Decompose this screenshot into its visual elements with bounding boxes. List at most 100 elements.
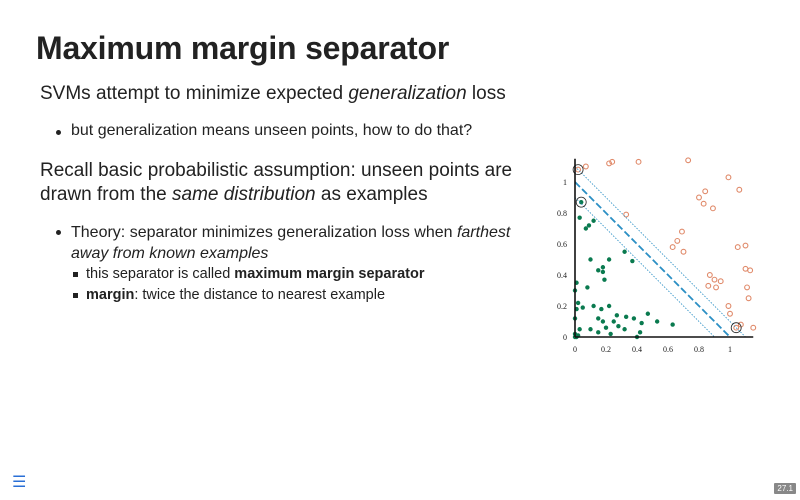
sub2-suffix: : twice the distance to nearest example: [134, 287, 386, 303]
positive-point: [706, 272, 713, 278]
support-vector-ring: [572, 164, 584, 176]
positive-point: [635, 158, 642, 165]
assumption-suffix: as examples: [315, 184, 428, 205]
sub-bullet-name-text: this separator is called maximum margin …: [86, 266, 424, 282]
theory-prefix: Theory: separator minimizes generalizati…: [71, 224, 457, 241]
negative-point: [585, 285, 590, 290]
negative-point: [606, 303, 612, 309]
negative-point: [596, 268, 601, 273]
positive-point: [700, 200, 707, 207]
negative-point: [580, 305, 585, 310]
bullet-square: [73, 293, 78, 298]
positive-point: [705, 282, 712, 289]
slide-title: Maximum margin separator: [36, 30, 450, 66]
intro-suffix: loss: [466, 83, 506, 104]
negative-point: [586, 223, 592, 228]
negative-point: [600, 265, 606, 270]
x-tick-label: 0.4: [632, 345, 642, 354]
positive-point: [713, 284, 720, 291]
negative-point: [596, 316, 601, 321]
y-tick-label: 0.8: [557, 209, 567, 218]
negative-point: [670, 322, 675, 327]
negative-point: [596, 330, 601, 335]
intro-prefix: SVMs attempt to minimize expected: [40, 83, 349, 104]
support-vector-ring: [575, 196, 587, 208]
bullet-theory: Theory: separator minimizes generalizati…: [56, 222, 546, 264]
positive-point: [582, 163, 589, 170]
positive-point: [734, 244, 741, 251]
positive-point: [744, 284, 751, 291]
support-vector-ring: [730, 322, 742, 334]
positive-point: [685, 157, 692, 164]
positive-point: [725, 174, 732, 181]
positive-point: [609, 158, 616, 165]
negative-point: [599, 306, 604, 312]
negative-point: [588, 327, 593, 332]
positive-point: [733, 324, 740, 331]
assumption-prefix: Recall basic probabilistic assumption: u…: [40, 160, 513, 205]
positive-point: [696, 194, 702, 201]
negative-point: [583, 226, 589, 231]
negative-point: [611, 319, 616, 324]
negative-point: [575, 300, 581, 306]
separator-lines: [574, 166, 746, 338]
positive-point: [606, 160, 613, 167]
bullet-square: [73, 272, 78, 277]
negative-point: [579, 199, 584, 205]
positive-point: [674, 237, 681, 244]
positive-point: [736, 186, 743, 193]
negative-point: [600, 269, 606, 275]
menu-icon[interactable]: ☰: [12, 474, 27, 491]
bullet-dot: [56, 230, 61, 235]
sub2-bold: margin: [86, 287, 135, 303]
negative-point: [631, 316, 637, 321]
x-tick-label: 0.8: [694, 345, 704, 354]
x-tick-label: 1: [728, 345, 732, 354]
negative-point: [608, 331, 613, 337]
bullet-theory-text: Theory: separator minimizes generalizati…: [71, 222, 546, 264]
negative-point: [637, 330, 643, 335]
slide-number: 27.1: [774, 483, 796, 494]
positive-point: [679, 228, 685, 235]
positive-point: [717, 278, 724, 285]
negative-point: [622, 327, 627, 332]
positive-point: [669, 244, 676, 251]
sub-bullet-name: this separator is called maximum margin …: [73, 266, 424, 282]
negative-point: [577, 215, 582, 220]
axes: 0 0.2 0.4 0.6 0.8 1 0 0.2 0.4 0.6 0.8 1: [557, 158, 754, 354]
intro-line: SVMs attempt to minimize expected genera…: [40, 83, 506, 105]
positive-points: [575, 157, 757, 331]
negative-point: [639, 320, 644, 326]
negative-point: [603, 325, 609, 330]
assumption-emphasis: same distribution: [172, 184, 316, 205]
negative-point: [588, 257, 593, 262]
y-tick-label: 0.6: [557, 240, 567, 249]
positive-point: [742, 242, 749, 249]
support-vectors: [572, 164, 742, 334]
y-tick-label: 0.2: [557, 302, 567, 311]
svm-scatter-plot: 0 0.2 0.4 0.6 0.8 1 0 0.2 0.4 0.6 0.8 1: [557, 157, 757, 354]
negative-point: [622, 249, 627, 254]
negative-points: [572, 199, 675, 340]
negative-point: [600, 319, 606, 324]
sub-bullet-margin: margin: twice the distance to nearest ex…: [73, 287, 385, 303]
positive-point: [727, 310, 733, 317]
negative-point: [630, 258, 635, 264]
margin-line: [574, 197, 715, 338]
theory-emphasis: farthest away from known examples: [71, 224, 511, 262]
negative-point: [606, 257, 612, 262]
negative-point: [623, 314, 629, 320]
assumption-paragraph: Recall basic probabilistic assumption: u…: [40, 159, 530, 207]
positive-point: [750, 324, 757, 331]
negative-point: [616, 323, 621, 329]
sub-bullet-margin-text: margin: twice the distance to nearest ex…: [86, 287, 385, 303]
y-tick-label: 0.4: [557, 271, 567, 280]
bullet-generalization-text: but generalization means unseen points, …: [71, 122, 473, 139]
positive-point: [747, 267, 754, 274]
intro-emphasis: generalization: [348, 83, 467, 104]
sub1-bold: maximum margin separator: [234, 266, 425, 282]
margin-line: [574, 166, 746, 338]
positive-point: [702, 188, 709, 195]
negative-point: [577, 327, 582, 332]
bullet-generalization: but generalization means unseen points, …: [56, 122, 526, 140]
